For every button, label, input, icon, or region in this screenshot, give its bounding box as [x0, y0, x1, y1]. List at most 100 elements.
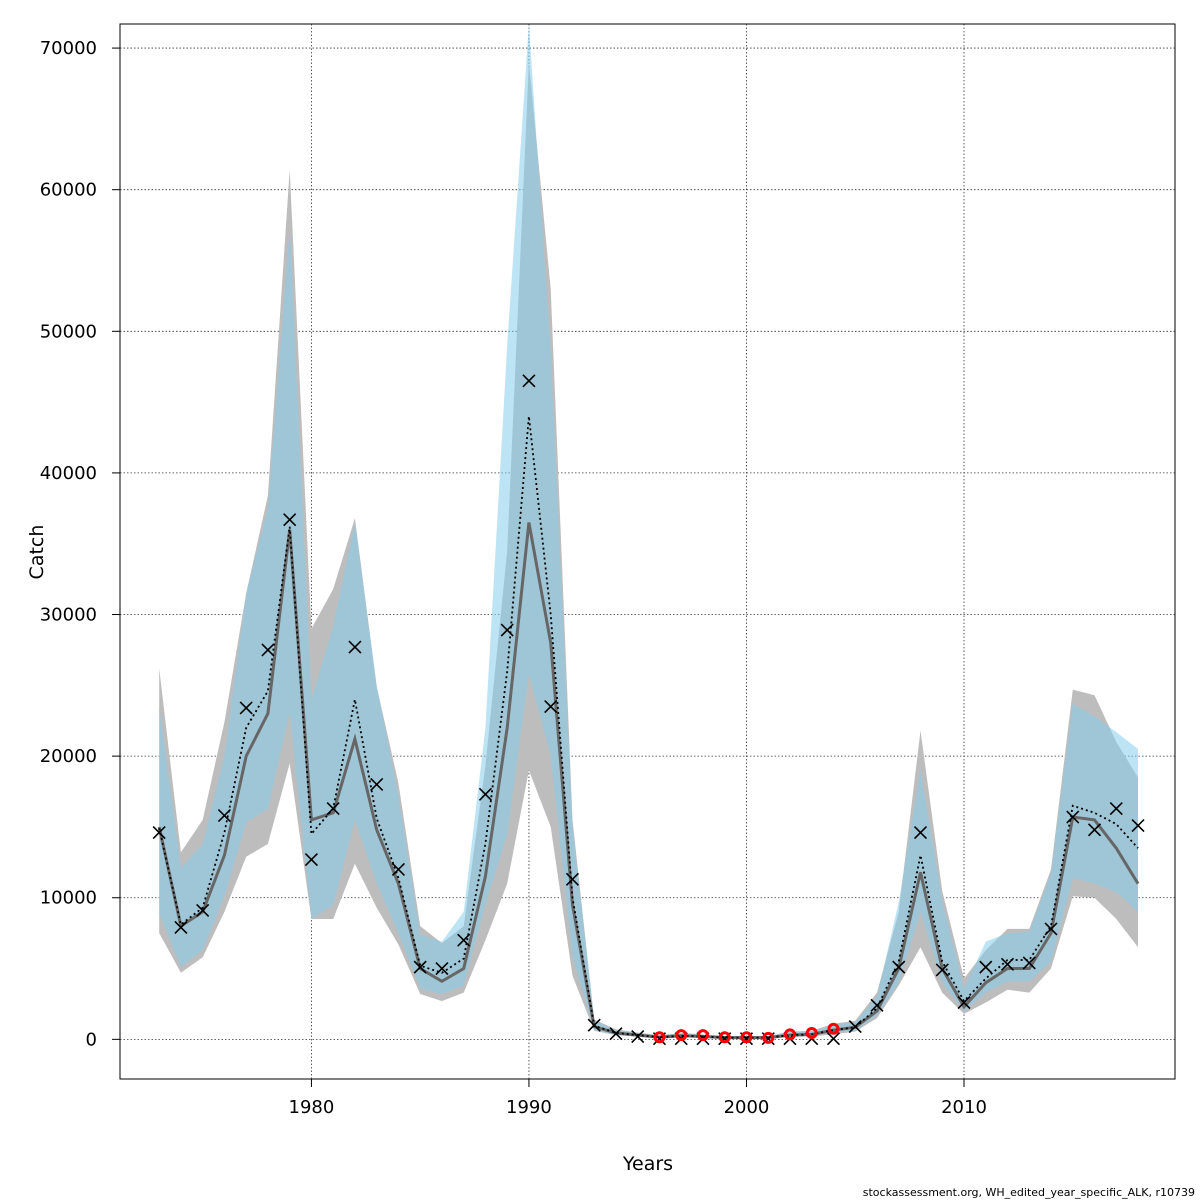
observation-cross	[609, 1027, 623, 1041]
cross-stroke	[217, 809, 231, 823]
confidence-bands	[159, 24, 1138, 1039]
cross-stroke	[892, 960, 906, 974]
observation-circle	[740, 1031, 753, 1044]
observation-cross	[261, 643, 275, 657]
cross-stroke	[1066, 810, 1080, 824]
observation-cross	[1087, 823, 1102, 837]
observation-cross	[435, 961, 449, 976]
cross-stroke	[935, 963, 949, 977]
observation-cross	[391, 862, 405, 876]
observation-cross	[1131, 818, 1145, 833]
cross-stroke	[413, 960, 427, 974]
cross-stroke	[1000, 957, 1015, 971]
cross-stroke	[826, 1032, 841, 1046]
observation-cross	[217, 809, 231, 823]
cross-stroke	[1044, 922, 1058, 936]
y-tick-label: 20000	[40, 746, 97, 767]
observation-cross	[152, 826, 166, 840]
x-axis-title: Years	[622, 1153, 673, 1175]
cross-stroke	[457, 933, 471, 947]
observation-circle	[783, 1028, 796, 1041]
observation-circle	[762, 1031, 775, 1044]
observation-cross	[892, 960, 906, 974]
cross-stroke	[587, 1018, 601, 1032]
cross-stroke	[565, 872, 580, 886]
cross-stroke	[1022, 956, 1036, 970]
observation-cross	[1000, 957, 1015, 971]
observation-cross	[935, 963, 949, 977]
footnote: stockassessment.org, WH_edited_year_spec…	[863, 1186, 1195, 1199]
observation-cross	[239, 701, 253, 715]
cross-stroke	[957, 995, 971, 1010]
observation-cross	[870, 998, 884, 1012]
observation-cross	[413, 960, 427, 974]
observation-cross	[500, 623, 514, 637]
cross-stroke	[370, 777, 384, 792]
cross-stroke	[348, 640, 362, 654]
cross-stroke	[848, 1020, 862, 1034]
observation-cross	[587, 1018, 601, 1032]
observation-points	[152, 374, 1145, 1046]
cross-stroke	[239, 701, 253, 715]
observation-cross	[826, 1032, 841, 1046]
observation-cross	[326, 801, 340, 816]
cross-stroke	[196, 903, 210, 918]
y-axis-title: Catch	[26, 525, 48, 580]
observation-cross	[348, 640, 362, 654]
observation-cross	[957, 995, 971, 1010]
x-tick-label: 1980	[289, 1097, 335, 1118]
observation-cross	[174, 920, 188, 935]
cross-stroke	[544, 699, 558, 714]
observation-circle	[718, 1031, 731, 1044]
cross-stroke	[174, 920, 188, 935]
observation-cross	[544, 699, 558, 714]
blue-confidence-band	[159, 24, 1138, 1039]
axis-ticks: 1980 1990 2000 2010 0 10000 20000 30000 40000 500…	[40, 38, 987, 1118]
cross-stroke	[913, 826, 928, 840]
x-tick-label: 2010	[941, 1097, 987, 1118]
observation-cross	[478, 787, 493, 801]
cross-stroke	[870, 998, 884, 1012]
observation-cross	[1044, 922, 1058, 936]
observation-cross	[304, 852, 318, 867]
cross-stroke	[522, 374, 536, 388]
y-tick-label: 10000	[40, 888, 97, 909]
observation-cross	[1022, 956, 1036, 970]
cross-stroke	[435, 961, 449, 976]
cross-stroke	[391, 862, 405, 876]
y-tick-label: 30000	[40, 605, 97, 626]
observation-circle	[675, 1029, 688, 1042]
cross-stroke	[304, 852, 318, 867]
cross-stroke	[979, 960, 993, 974]
cross-stroke	[1109, 801, 1123, 816]
cross-stroke	[1087, 823, 1102, 837]
cross-stroke	[478, 787, 493, 801]
observation-cross	[565, 872, 580, 886]
cross-stroke	[500, 623, 514, 637]
blue-estimate-line	[158, 416, 1139, 1039]
plot-frame	[119, 23, 1176, 1080]
cross-stroke	[631, 1029, 645, 1044]
observation-cross	[370, 777, 384, 792]
estimate-lines	[157, 416, 1140, 1040]
observation-circle	[653, 1031, 666, 1044]
observation-cross	[848, 1020, 862, 1034]
y-tick-label: 50000	[40, 321, 97, 342]
y-tick-label: 0	[86, 1029, 97, 1050]
observation-circle	[696, 1029, 709, 1042]
x-tick-label: 2000	[724, 1097, 770, 1118]
observation-cross	[522, 374, 536, 388]
cross-stroke	[152, 826, 166, 840]
observation-cross	[631, 1029, 645, 1044]
observation-cross	[196, 903, 210, 918]
cross-stroke	[283, 513, 297, 527]
cross-stroke	[1131, 818, 1145, 833]
x-tick-label: 1990	[506, 1097, 552, 1118]
cross-stroke	[609, 1027, 623, 1041]
y-tick-label: 70000	[40, 38, 97, 59]
cross-stroke	[261, 643, 275, 657]
observation-cross	[979, 960, 993, 974]
observation-circle	[827, 1022, 840, 1035]
y-tick-label: 60000	[40, 180, 97, 201]
